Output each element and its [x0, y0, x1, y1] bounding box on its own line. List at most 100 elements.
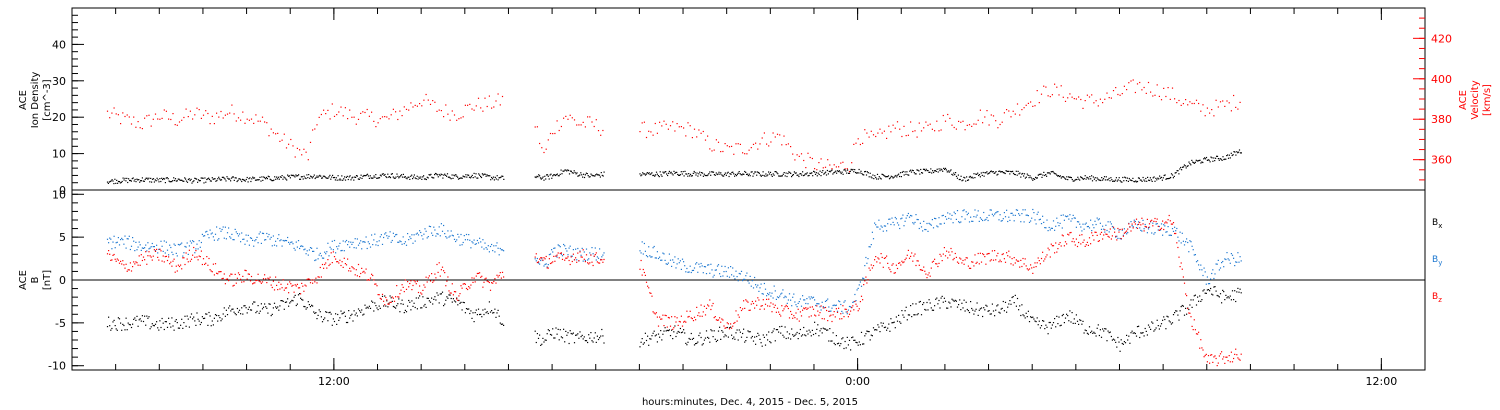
by-point	[665, 263, 667, 265]
by-point	[677, 258, 679, 260]
bx-point	[719, 326, 721, 328]
density-point	[390, 173, 392, 175]
by-point	[560, 253, 562, 255]
density-point	[802, 175, 805, 177]
bz-point	[467, 288, 469, 291]
density-point	[989, 170, 992, 173]
by-point	[910, 214, 912, 217]
velocity-point	[942, 114, 944, 117]
density-point	[1166, 178, 1168, 180]
legend-bz: Bz	[1432, 292, 1442, 304]
by-point	[998, 219, 1000, 221]
by-point	[795, 304, 797, 306]
bz-point	[561, 258, 564, 260]
density-point	[852, 168, 854, 171]
bz-point	[218, 271, 220, 273]
bx-point	[1016, 297, 1019, 300]
velocity-point	[883, 130, 885, 132]
bx-point	[1083, 332, 1085, 334]
density-point	[412, 178, 414, 180]
velocity-point	[1016, 103, 1019, 105]
bx-point	[390, 297, 392, 299]
bz-point	[152, 255, 154, 257]
velocity-point	[159, 118, 161, 120]
bz-point	[1181, 268, 1183, 270]
bz-point	[728, 328, 731, 330]
density-point	[1150, 179, 1152, 181]
bz-point	[1063, 245, 1065, 247]
bx-point	[1132, 332, 1134, 334]
bz-point	[712, 302, 714, 305]
by-point	[268, 233, 270, 236]
density-point	[172, 180, 174, 182]
bz-point	[409, 282, 411, 285]
by-point	[1001, 220, 1003, 222]
by-point	[807, 303, 809, 305]
bz-point	[460, 285, 462, 287]
bx-point	[592, 341, 594, 343]
bx-point	[1218, 296, 1220, 298]
density-point	[492, 176, 495, 178]
bx-point	[1199, 295, 1201, 297]
bz-point	[714, 316, 716, 318]
bx-point	[1203, 289, 1205, 291]
density-point	[866, 171, 868, 173]
density-point	[351, 177, 353, 179]
bz-point	[419, 285, 421, 287]
bz-point	[257, 273, 259, 275]
velocity-point	[349, 109, 351, 111]
x-axis-title: hours:minutes, Dec. 4, 2015 - Dec. 5, 20…	[642, 397, 858, 408]
bz-point	[770, 302, 772, 304]
bz-point	[453, 291, 456, 293]
bx-point	[736, 329, 738, 331]
bz-point	[230, 273, 232, 275]
by-point	[210, 233, 212, 235]
velocity-point	[1091, 94, 1093, 96]
bz-point	[1099, 233, 1101, 235]
by-point	[166, 249, 169, 251]
bx-point	[489, 311, 492, 313]
bz-point	[330, 252, 332, 254]
bz-point	[393, 300, 396, 302]
bx-point	[250, 309, 253, 311]
bz-point	[396, 285, 398, 287]
density-point	[344, 176, 346, 178]
bz-point	[294, 284, 296, 286]
bx-point	[185, 325, 187, 327]
by-point	[883, 225, 885, 227]
velocity-point	[240, 119, 242, 121]
density-point	[999, 170, 1001, 172]
bz-point	[865, 276, 867, 278]
velocity-point	[139, 127, 141, 129]
density-point	[884, 175, 886, 177]
by-point	[744, 278, 746, 280]
bz-point	[911, 252, 913, 254]
by-point	[880, 225, 882, 227]
density-point	[842, 173, 844, 175]
bz-point	[427, 277, 429, 279]
bz-point	[915, 264, 917, 267]
by-point	[347, 244, 349, 246]
by-point	[1235, 261, 1237, 263]
bx-point	[779, 326, 781, 328]
density-point	[731, 171, 733, 174]
density-point	[1220, 158, 1222, 160]
bx-point	[457, 304, 459, 306]
bz-point	[784, 306, 786, 308]
density-point	[1125, 177, 1127, 179]
bx-point	[830, 340, 832, 342]
density-point	[391, 173, 393, 175]
bx-point	[1117, 336, 1119, 339]
density-point	[926, 169, 928, 172]
by-point	[367, 241, 369, 243]
density-point	[343, 178, 345, 180]
bz-point	[277, 289, 279, 291]
bx-point	[972, 309, 974, 311]
by-point	[456, 239, 458, 241]
bx-point	[886, 329, 888, 331]
bz-point	[216, 272, 218, 274]
velocity-point	[170, 118, 172, 121]
density-point	[640, 175, 642, 177]
bz-point	[290, 283, 292, 285]
bx-point	[234, 313, 236, 315]
